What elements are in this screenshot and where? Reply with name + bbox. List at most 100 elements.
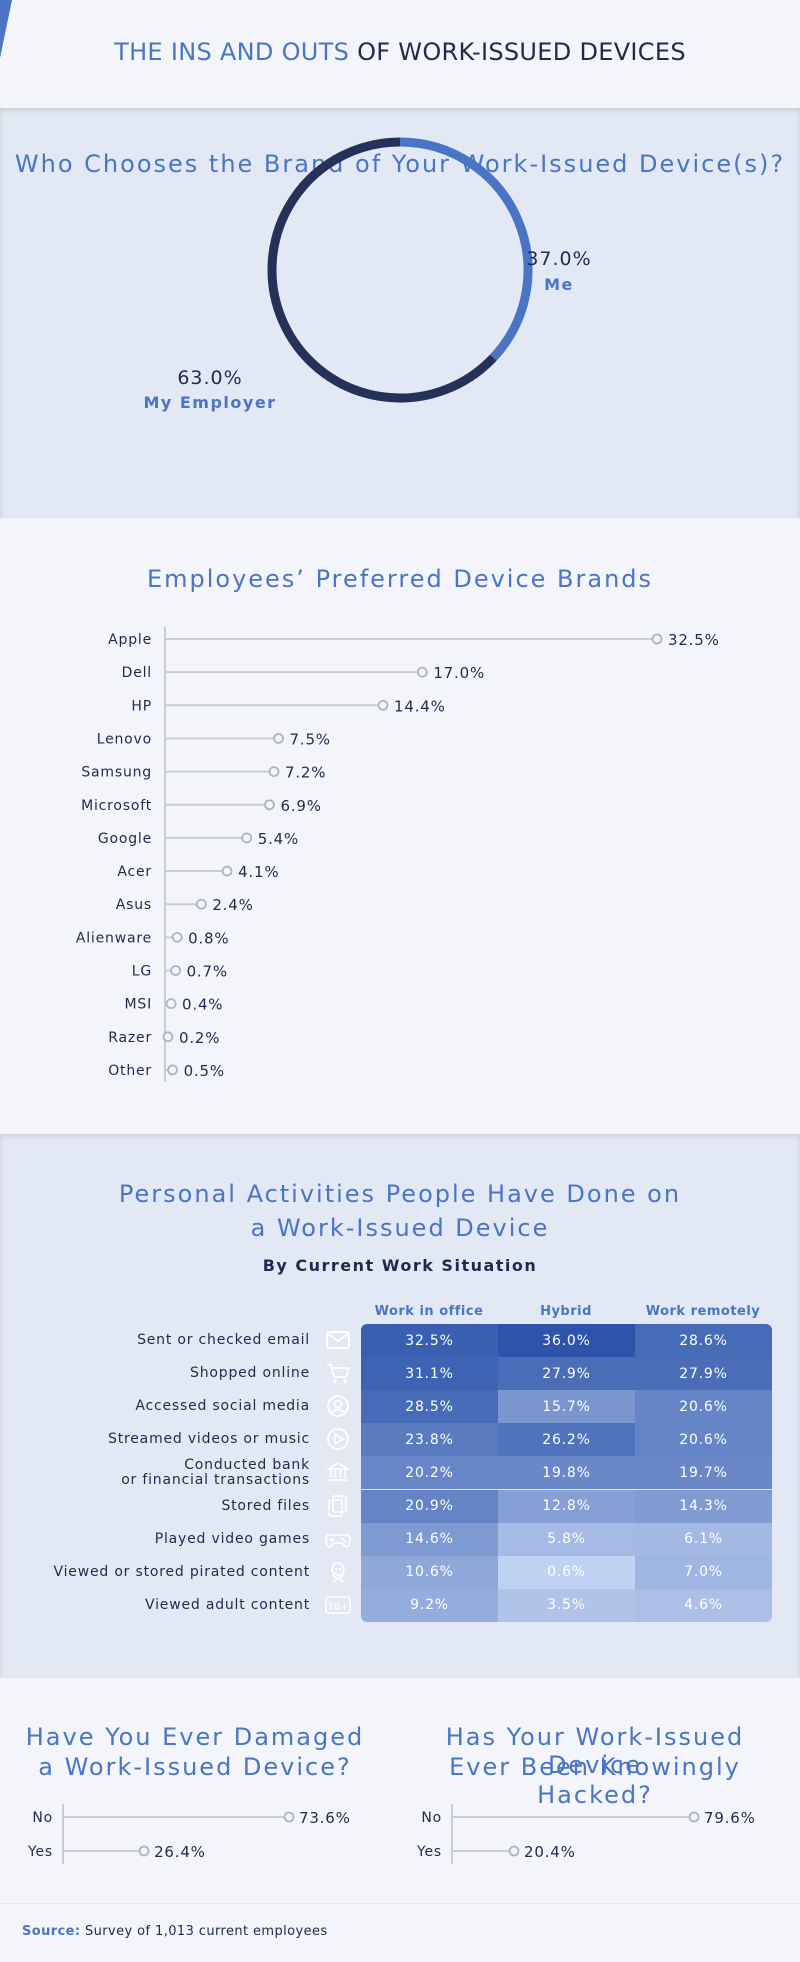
heatmap-cell: 20.6% [635, 1390, 772, 1423]
heatmap-cell: 23.8% [361, 1423, 498, 1456]
heatmap-cell: 27.9% [498, 1357, 635, 1390]
heatmap-cell: 0.6% [498, 1556, 635, 1589]
damaged-dot-yes [140, 1847, 149, 1856]
brand-dot-lenovo [274, 734, 283, 743]
brand-label-other: Other [108, 1063, 152, 1079]
brand-value-lenovo: 7.5% [290, 730, 331, 748]
envelope-icon [324, 1328, 352, 1352]
cart-icon [324, 1361, 352, 1385]
heatmap-cell: 31.1% [361, 1357, 498, 1390]
activity-label-conducted-bank-or-financial-transactions: Conducted bank or financial transactions [10, 1458, 310, 1488]
activities-title-line2: a Work-Issued Device [0, 1214, 800, 1242]
source-key: Source: [22, 1924, 80, 1939]
source-note: Source: Survey of 1,013 current employee… [22, 1924, 328, 1939]
preferred-brands-section: Employees’ Preferred Device Brands Apple… [0, 518, 800, 1134]
brand-label-dell: Dell [122, 665, 152, 681]
small-bar-charts: No 73.6% Yes 26.4% No 79.6% Yes 20.4% [0, 1678, 800, 1903]
page-title-highlight: THE INS AND OUTS [114, 38, 349, 66]
brand-label-hp: HP [131, 698, 152, 714]
heatmap-cell: 9.2% [361, 1589, 498, 1622]
donut-value-me: 37.0% [526, 248, 591, 270]
play-icon [324, 1427, 352, 1451]
activity-label-streamed-videos-or-music: Streamed videos or music [10, 1432, 310, 1447]
column-header-work-in-office: Work in office [362, 1304, 496, 1319]
brand-value-samsung: 7.2% [285, 764, 326, 782]
damage-hack-section: Have You Ever Damaged a Work-Issued Devi… [0, 1678, 800, 1903]
damaged-label-yes: Yes [27, 1844, 53, 1860]
brand-value-google: 5.4% [258, 830, 299, 848]
brand-value-msi: 0.4% [182, 996, 223, 1014]
brand-label-samsung: Samsung [81, 765, 152, 781]
column-header-hybrid: Hybrid [499, 1304, 633, 1319]
brand-value-apple: 32.5% [668, 631, 720, 649]
brand-dot-asus [197, 900, 206, 909]
heatmap-cell: 10.6% [361, 1556, 498, 1589]
heatmap-cell: 15.7% [498, 1390, 635, 1423]
hacked-value-no: 79.6% [704, 1809, 756, 1827]
activity-label-accessed-social-media: Accessed social media [10, 1399, 310, 1414]
hacked-dot-no [690, 1813, 699, 1822]
heatmap-cell: 12.8% [498, 1490, 635, 1523]
brand-value-acer: 4.1% [238, 863, 279, 881]
brand-value-razer: 0.2% [179, 1029, 220, 1047]
activity-label-stored-files: Stored files [10, 1499, 310, 1514]
brand-dot-acer [223, 867, 232, 876]
brand-dot-dell [418, 668, 427, 677]
files-icon [324, 1494, 352, 1518]
brand-dot-lg [171, 966, 180, 975]
brand-label-apple: Apple [108, 632, 152, 648]
brand-dot-msi [167, 999, 176, 1008]
heatmap-cell: 28.5% [361, 1390, 498, 1423]
brand-value-other: 0.5% [184, 1062, 225, 1080]
brand-dot-hp [378, 701, 387, 710]
brand-dot-other [168, 1065, 177, 1074]
heatmap-cell: 19.8% [498, 1456, 635, 1489]
brand-dot-alienware [173, 933, 182, 942]
damaged-label-no: No [32, 1810, 53, 1826]
heatmap-cell: 32.5% [361, 1324, 498, 1357]
activity-label-viewed-or-stored-pirated-content: Viewed or stored pirated content [10, 1565, 310, 1580]
brand-label-acer: Acer [117, 864, 152, 880]
heatmap-cell: 7.0% [635, 1556, 772, 1589]
brand-value-alienware: 0.8% [188, 929, 229, 947]
heatmap-cell: 28.6% [635, 1324, 772, 1357]
heatmap-cell: 14.6% [361, 1523, 498, 1556]
activity-label-line2: or financial transactions [10, 1473, 310, 1488]
brand-label-lg: LG [132, 964, 152, 980]
damaged-value-no: 73.6% [299, 1809, 351, 1827]
brand-dot-google [242, 833, 251, 842]
gamepad-icon [324, 1527, 352, 1551]
pirate-icon [324, 1560, 352, 1584]
activity-label-sent-or-checked-email: Sent or checked email [10, 1333, 310, 1348]
heatmap-cell: 20.6% [635, 1423, 772, 1456]
donut-chart: 37.0% Me 63.0% My Employer [0, 108, 800, 518]
hacked-label-yes: Yes [416, 1844, 442, 1860]
brand-dot-microsoft [265, 800, 274, 809]
brand-label-microsoft: Microsoft [81, 798, 152, 814]
damaged-value-yes: 26.4% [154, 1843, 206, 1861]
heatmap-cell: 20.9% [361, 1490, 498, 1523]
activities-subtitle: By Current Work Situation [0, 1256, 800, 1275]
activity-label-line1: Conducted bank [10, 1458, 310, 1473]
brand-dot-samsung [269, 767, 278, 776]
source-text: Survey of 1,013 current employees [80, 1924, 327, 1939]
svg-text:18+: 18+ [327, 1601, 348, 1612]
brand-dot-razer [164, 1032, 173, 1041]
damaged-dot-no [285, 1813, 294, 1822]
page-title-rest: OF WORK-ISSUED DEVICES [349, 38, 686, 66]
hacked-value-yes: 20.4% [524, 1843, 576, 1861]
brand-label-msi: MSI [125, 997, 153, 1013]
hacked-dot-yes [510, 1847, 519, 1856]
brand-label-lenovo: Lenovo [97, 731, 152, 747]
header: THE INS AND OUTS OF WORK-ISSUED DEVICES [0, 0, 800, 108]
18-plus-icon: 18+ [324, 1593, 352, 1617]
heatmap-cell: 36.0% [498, 1324, 635, 1357]
page-title: THE INS AND OUTS OF WORK-ISSUED DEVICES [0, 38, 800, 66]
heatmap-cell: 19.7% [635, 1456, 772, 1489]
brand-value-dell: 17.0% [433, 664, 485, 682]
brands-bar-chart: Apple 32.5% Dell 17.0% HP 14.4% Lenovo 7.5% Sams… [0, 518, 800, 1134]
bank-icon [324, 1460, 352, 1484]
heatmap-cell: 5.8% [498, 1523, 635, 1556]
brand-choice-section: Who Chooses the Brand of Your Work-Issue… [0, 108, 800, 518]
hacked-label-no: No [421, 1810, 442, 1826]
